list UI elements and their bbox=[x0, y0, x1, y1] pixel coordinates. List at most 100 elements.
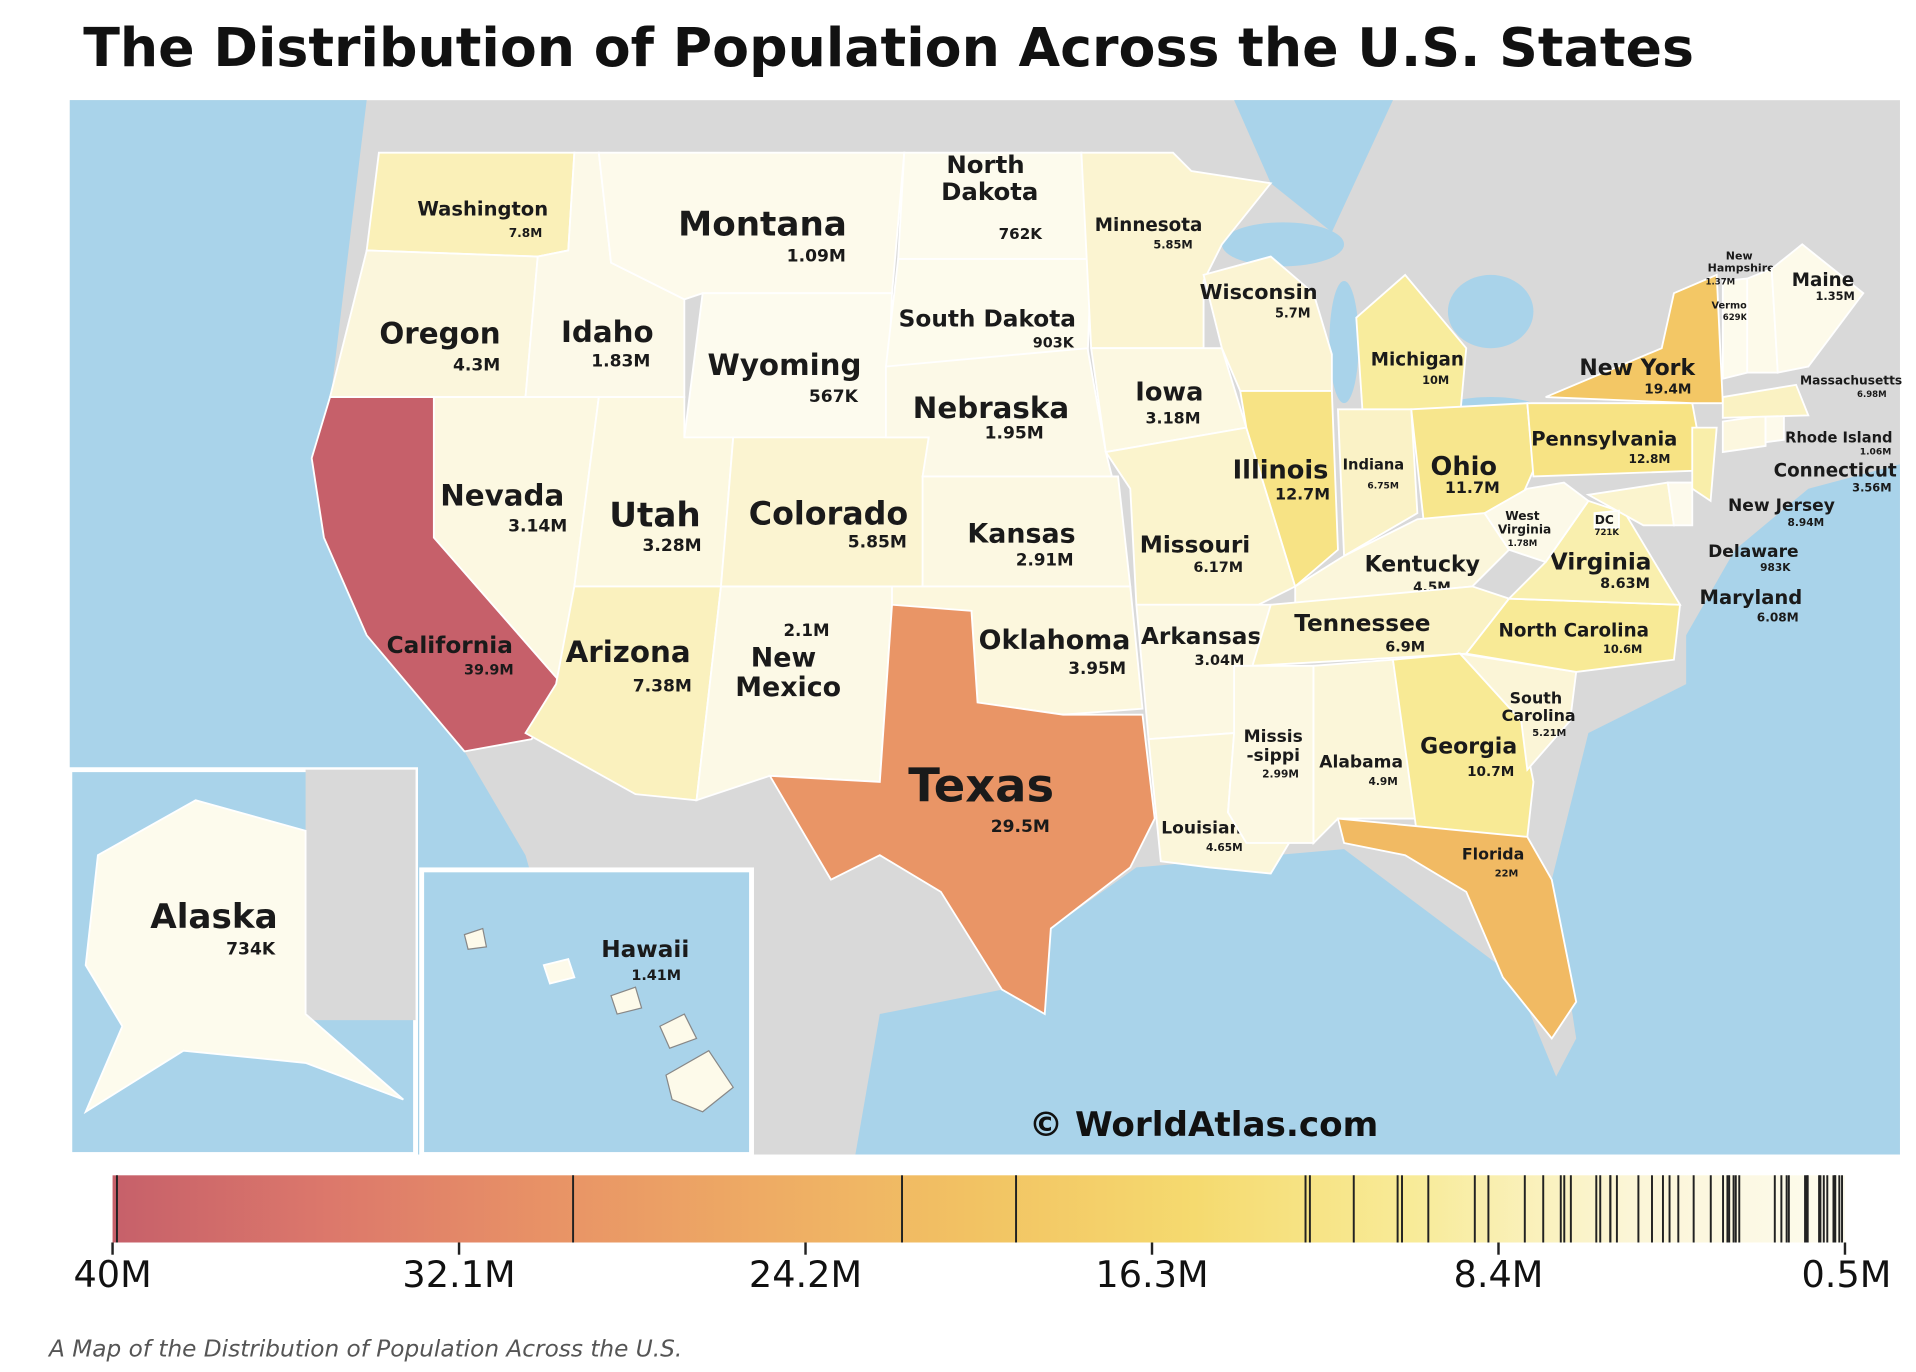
state-name: Louisiana bbox=[1161, 818, 1253, 838]
state-value: 1.37M bbox=[1706, 278, 1736, 288]
state-value: 2.91M bbox=[1016, 550, 1074, 569]
state-value: 4.3M bbox=[453, 355, 500, 375]
state-shape bbox=[1691, 426, 1718, 503]
island-shape bbox=[659, 1013, 698, 1050]
state-value: 1.06M bbox=[1860, 448, 1891, 458]
state-value: 10.7M bbox=[1467, 764, 1514, 780]
state-value: 39.9M bbox=[464, 663, 514, 679]
state-name: Alaska bbox=[150, 897, 277, 937]
state-value: 3.14M bbox=[508, 517, 567, 537]
state-name: Arkansas bbox=[1141, 623, 1261, 650]
state-value: 629K bbox=[1723, 313, 1748, 323]
island-shape bbox=[665, 1049, 735, 1113]
caption: A Map of the Distribution of Population … bbox=[47, 1336, 682, 1363]
legend: 40M 32.1M 24.2M 16.3M 8.4M 0.5M bbox=[73, 1175, 1891, 1296]
state-value: 762K bbox=[999, 225, 1044, 243]
canada-inset-land bbox=[305, 769, 416, 1021]
state-shape bbox=[768, 603, 1156, 1016]
state-name: Arizona bbox=[566, 635, 691, 669]
state-value: 6.08M bbox=[1757, 611, 1799, 625]
state-name: Connecticut bbox=[1774, 461, 1897, 482]
state-name: DC bbox=[1595, 513, 1614, 527]
state-name: Michigan bbox=[1371, 349, 1464, 370]
state-name: Utah bbox=[609, 495, 701, 535]
state-value: 3.18M bbox=[1146, 409, 1201, 428]
state-value: 29.5M bbox=[991, 817, 1050, 837]
state-value: 567K bbox=[809, 387, 859, 407]
state-value: 3.28M bbox=[643, 536, 702, 556]
legend-tick-label: 40M bbox=[73, 1253, 151, 1296]
state-value: 734K bbox=[226, 939, 276, 959]
state-name: Illinois bbox=[1233, 456, 1329, 486]
legend-tick-label: 24.2M bbox=[749, 1253, 862, 1296]
state-value: 5.85M bbox=[848, 532, 907, 552]
state-shape bbox=[83, 799, 404, 1115]
state-value: 903K bbox=[1033, 335, 1075, 351]
state-name: New Mexico bbox=[735, 642, 841, 703]
state-value: 12.7M bbox=[1275, 484, 1330, 503]
state-name: New Hampshire bbox=[1708, 250, 1775, 275]
state-shape bbox=[1666, 481, 1694, 527]
state-name: North Carolina bbox=[1499, 621, 1649, 642]
state-name: Massachusetts bbox=[1800, 374, 1902, 388]
legend-tick-label: 16.3M bbox=[1095, 1253, 1208, 1296]
state-name: Pennsylvania bbox=[1531, 427, 1677, 450]
state-name: Iowa bbox=[1135, 377, 1203, 407]
state-value: 4.65M bbox=[1206, 842, 1243, 854]
state-name: Missis -sippi bbox=[1244, 727, 1303, 766]
state-name: Idaho bbox=[561, 315, 654, 349]
state-shape bbox=[1337, 408, 1419, 558]
state-name: Texas bbox=[908, 759, 1054, 813]
state-value: 1.35M bbox=[1816, 289, 1855, 303]
state-value: 3.04M bbox=[1195, 653, 1245, 669]
state-shape bbox=[1506, 499, 1682, 606]
state-name: Nebraska bbox=[913, 391, 1069, 425]
state-name: New York bbox=[1579, 356, 1696, 381]
state-name: Maryland bbox=[1700, 586, 1803, 609]
state-value: 1.83M bbox=[591, 352, 650, 372]
state-value: 5.85M bbox=[1153, 238, 1192, 252]
title: The Distribution of Population Across th… bbox=[83, 16, 1694, 79]
state-value: 6.9M bbox=[1385, 640, 1425, 656]
state-shape bbox=[1770, 243, 1865, 374]
state-name: Colorado bbox=[749, 497, 908, 533]
state-value: 1.95M bbox=[985, 424, 1044, 444]
state-name: Rhode Island bbox=[1785, 430, 1892, 447]
state-name: Wyoming bbox=[707, 348, 861, 382]
state-value: 11.7M bbox=[1445, 478, 1500, 497]
state-value: 3.56M bbox=[1852, 481, 1891, 495]
state-name: Oklahoma bbox=[979, 625, 1131, 656]
state-name: Virginia bbox=[1550, 549, 1652, 576]
atlantic-ocean bbox=[1515, 464, 1900, 1155]
legend-bar bbox=[112, 1175, 1845, 1243]
state-value: 1.41M bbox=[631, 968, 681, 984]
state-name: North Dakota bbox=[941, 150, 1038, 206]
state-shape bbox=[1312, 658, 1419, 846]
state-value: 1.09M bbox=[787, 247, 846, 267]
state-shape bbox=[1483, 481, 1590, 564]
state-shape bbox=[1721, 277, 1749, 380]
state-value: 7.8M bbox=[509, 226, 543, 240]
state-name: California bbox=[387, 632, 513, 659]
state-name: New Jersey bbox=[1728, 496, 1835, 516]
legend-tick-label: 0.5M bbox=[1802, 1253, 1892, 1296]
state-name: Maine bbox=[1792, 270, 1854, 291]
state-name: Minnesota bbox=[1095, 215, 1203, 236]
island-shape bbox=[463, 927, 488, 950]
state-shape bbox=[1545, 273, 1724, 405]
state-value: 983K bbox=[1760, 562, 1791, 574]
state-name: Florida bbox=[1462, 845, 1525, 864]
state-name: Tennessee bbox=[1294, 610, 1430, 637]
state-value: 8.94M bbox=[1788, 517, 1825, 529]
state-shape bbox=[1202, 255, 1333, 392]
state-value: 10.6M bbox=[1603, 642, 1642, 656]
state-name: Kansas bbox=[967, 519, 1075, 550]
state-value: 7.38M bbox=[633, 677, 692, 697]
state-name: Kentucky bbox=[1365, 553, 1480, 578]
state-name: Missouri bbox=[1140, 532, 1251, 559]
hudson-bay bbox=[1234, 100, 1393, 233]
legend-tick-label: 32.1M bbox=[402, 1253, 515, 1296]
state-name: Ohio bbox=[1431, 452, 1497, 482]
